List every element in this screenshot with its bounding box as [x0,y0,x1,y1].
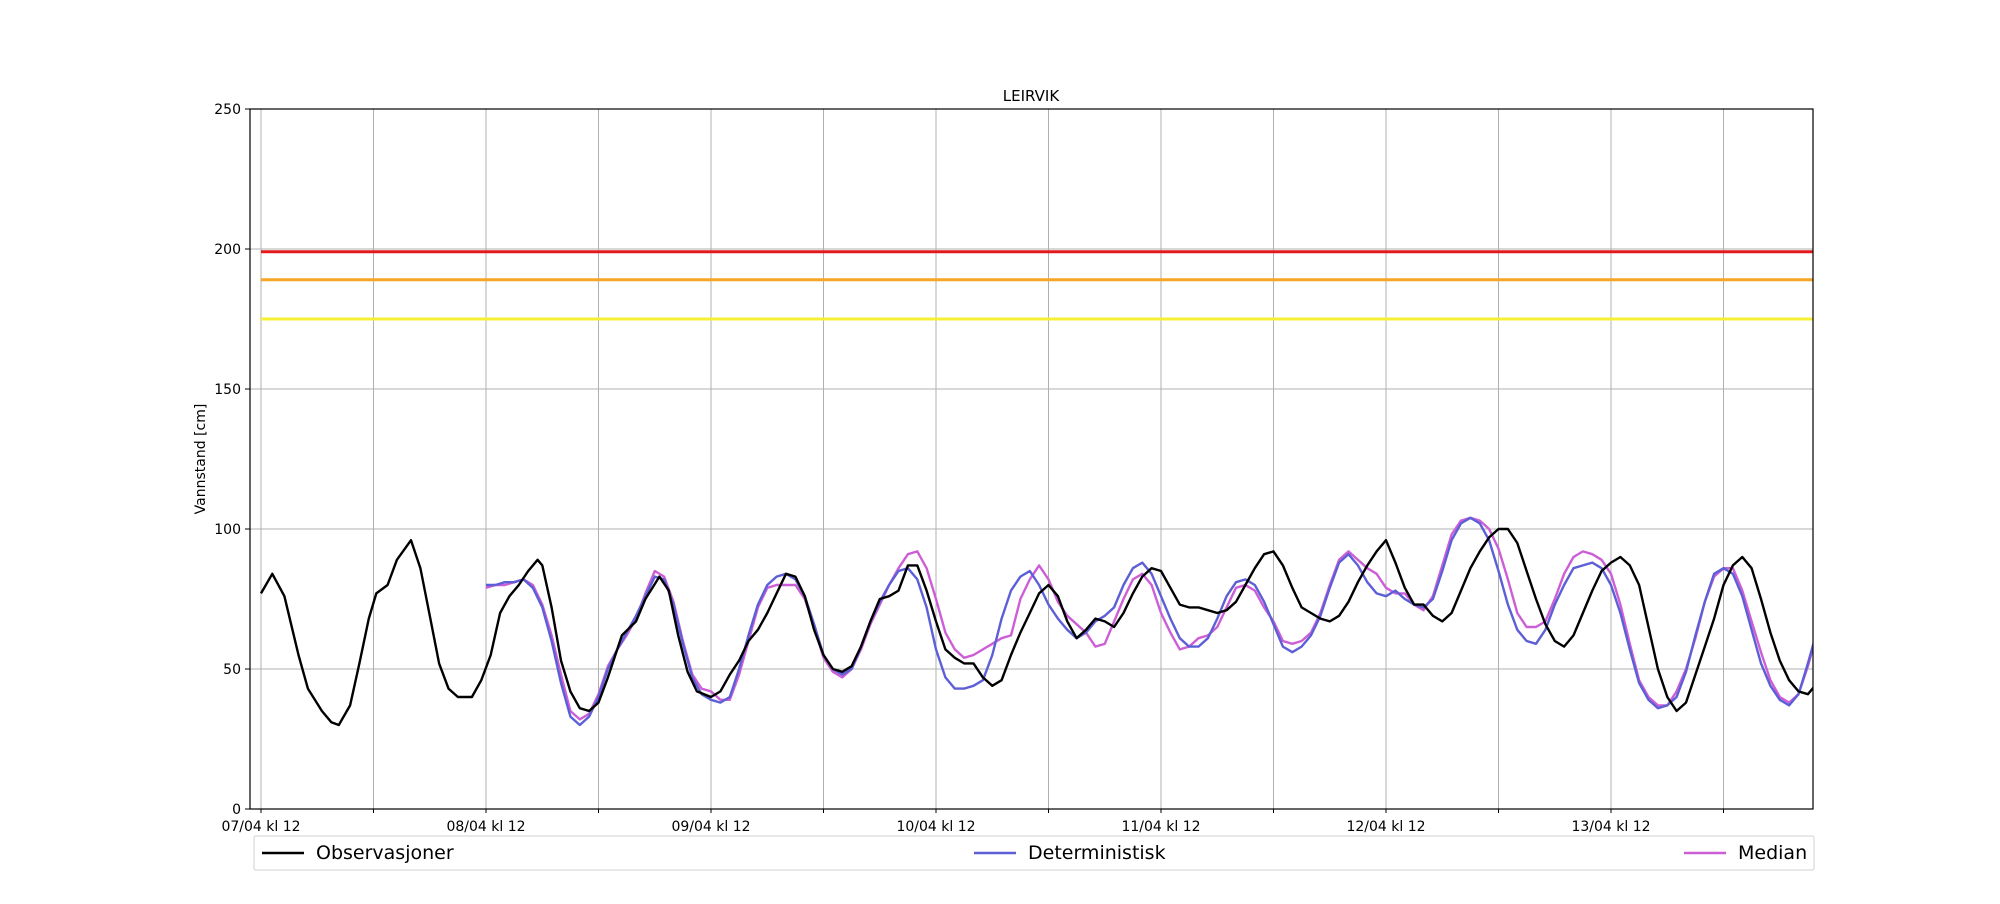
legend-label-observasjoner: Observasjoner [316,842,454,864]
y-tick-label: 0 [232,802,241,818]
y-tick-label: 200 [214,242,241,258]
chart-title: LEIRVIK [1003,87,1061,105]
legend-label-deterministisk: Deterministisk [1028,842,1166,864]
legend-frame [253,835,1815,871]
x-tick-label: 11/04 kl 12 [1121,819,1200,835]
x-tick-label: 09/04 kl 12 [671,819,750,835]
series-line-observasjoner [259,527,1813,727]
y-tick-label: 50 [223,662,241,678]
x-tick-label: 07/04 kl 12 [221,819,300,835]
legend-items: Observasjoner Deterministisk Median [262,842,1807,864]
x-tick-label: 12/04 kl 12 [1346,819,1425,835]
y-tick-label: 150 [214,382,241,398]
legend: Observasjoner Deterministisk Median [253,835,1815,871]
x-tick-label: 13/04 kl 12 [1571,819,1650,835]
y-axis-label: Vannstand [cm] [193,404,209,515]
grid-layer [250,108,1813,810]
x-tick-label: 08/04 kl 12 [446,819,525,835]
legend-label-median: Median [1738,842,1807,864]
y-tick-label: 250 [214,102,241,118]
axis-layer: 0 50 100 150 200 250 07/04 kl 12 08/04 kl 12 09/… [214,102,1724,835]
series-layer [259,516,1813,727]
plot-frame [249,108,1814,810]
x-tick-label: 10/04 kl 12 [896,819,975,835]
series-line-deterministisk [486,516,1813,727]
y-tick-label: 100 [214,522,241,538]
threshold-layer [261,250,1813,321]
